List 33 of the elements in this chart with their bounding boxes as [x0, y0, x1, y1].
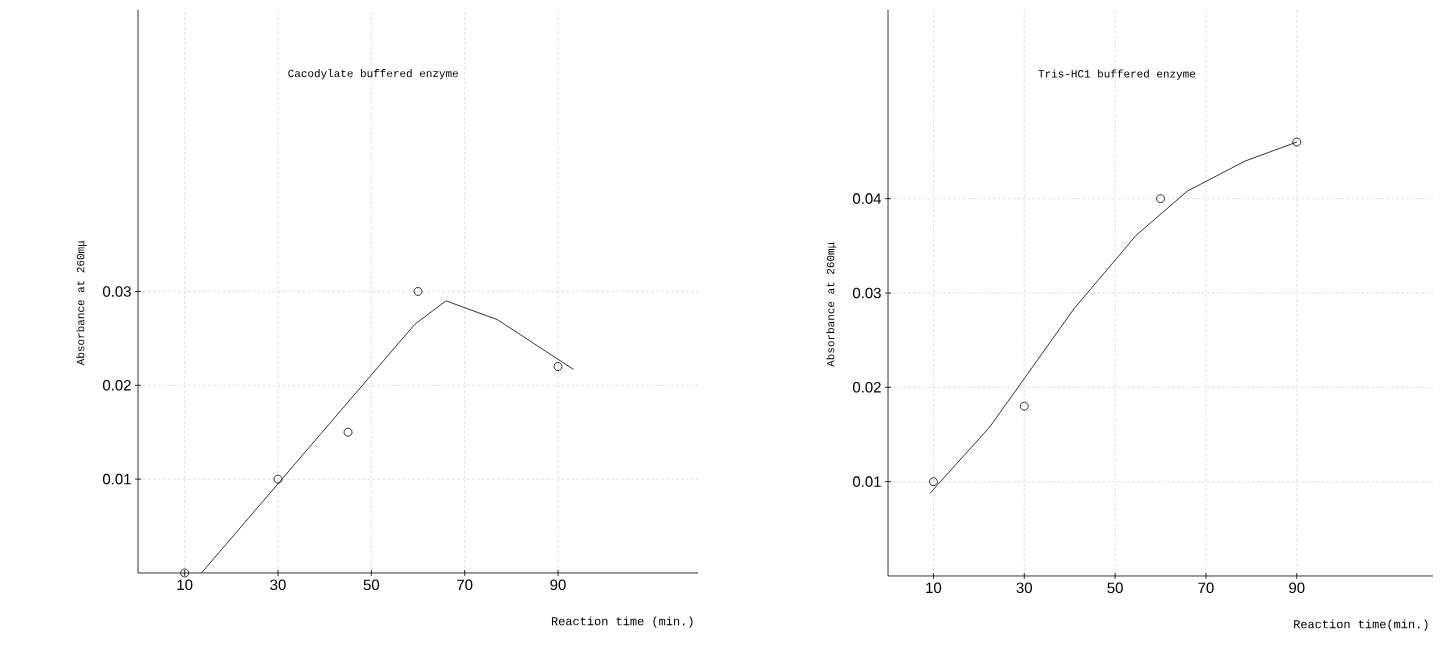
y-tick-label: 0.03: [852, 287, 881, 299]
point: [273, 474, 283, 484]
line-series: [929, 141, 1298, 494]
x-tick-label: 90: [550, 579, 566, 591]
x-tick-label: 90: [1289, 582, 1305, 594]
x-tick-label: 50: [363, 579, 380, 591]
point: [929, 477, 938, 487]
y-tick-label: 0.01: [102, 473, 131, 485]
x-tick-label: 70: [457, 579, 473, 591]
y-tick-label: 0.04: [852, 193, 882, 204]
y-tick-label: 0.01: [852, 476, 881, 487]
x-tick-label: 10: [926, 582, 942, 594]
y-axis-title: Absorbance at 260mμ: [826, 242, 837, 367]
point: [180, 568, 190, 578]
x-axis-title: Reaction time (min.): [551, 616, 693, 628]
x-tick-label: 50: [1107, 582, 1123, 594]
point: [413, 287, 423, 296]
point: [553, 362, 563, 371]
y-tick-label: 0.02: [102, 380, 131, 391]
x-tick-label: 70: [1198, 582, 1214, 594]
x-tick-label: 30: [1016, 582, 1032, 594]
point: [1019, 401, 1029, 411]
text: Tris-HC1 buffered enzyme: [1038, 69, 1196, 80]
text: Cacodylate buffered enzyme: [288, 69, 458, 80]
point: [1292, 137, 1302, 147]
point: [343, 427, 353, 437]
x-tick-label: 30: [270, 579, 286, 591]
x-tick-label: 10: [177, 579, 193, 591]
y-tick-label: 0.03: [102, 286, 131, 297]
y-axis-title: Absorbance at 260mμ: [76, 240, 87, 366]
y-tick-label: 0.02: [852, 382, 881, 393]
x-axis-title: Reaction time(min.): [1294, 619, 1428, 631]
point: [1156, 194, 1165, 204]
